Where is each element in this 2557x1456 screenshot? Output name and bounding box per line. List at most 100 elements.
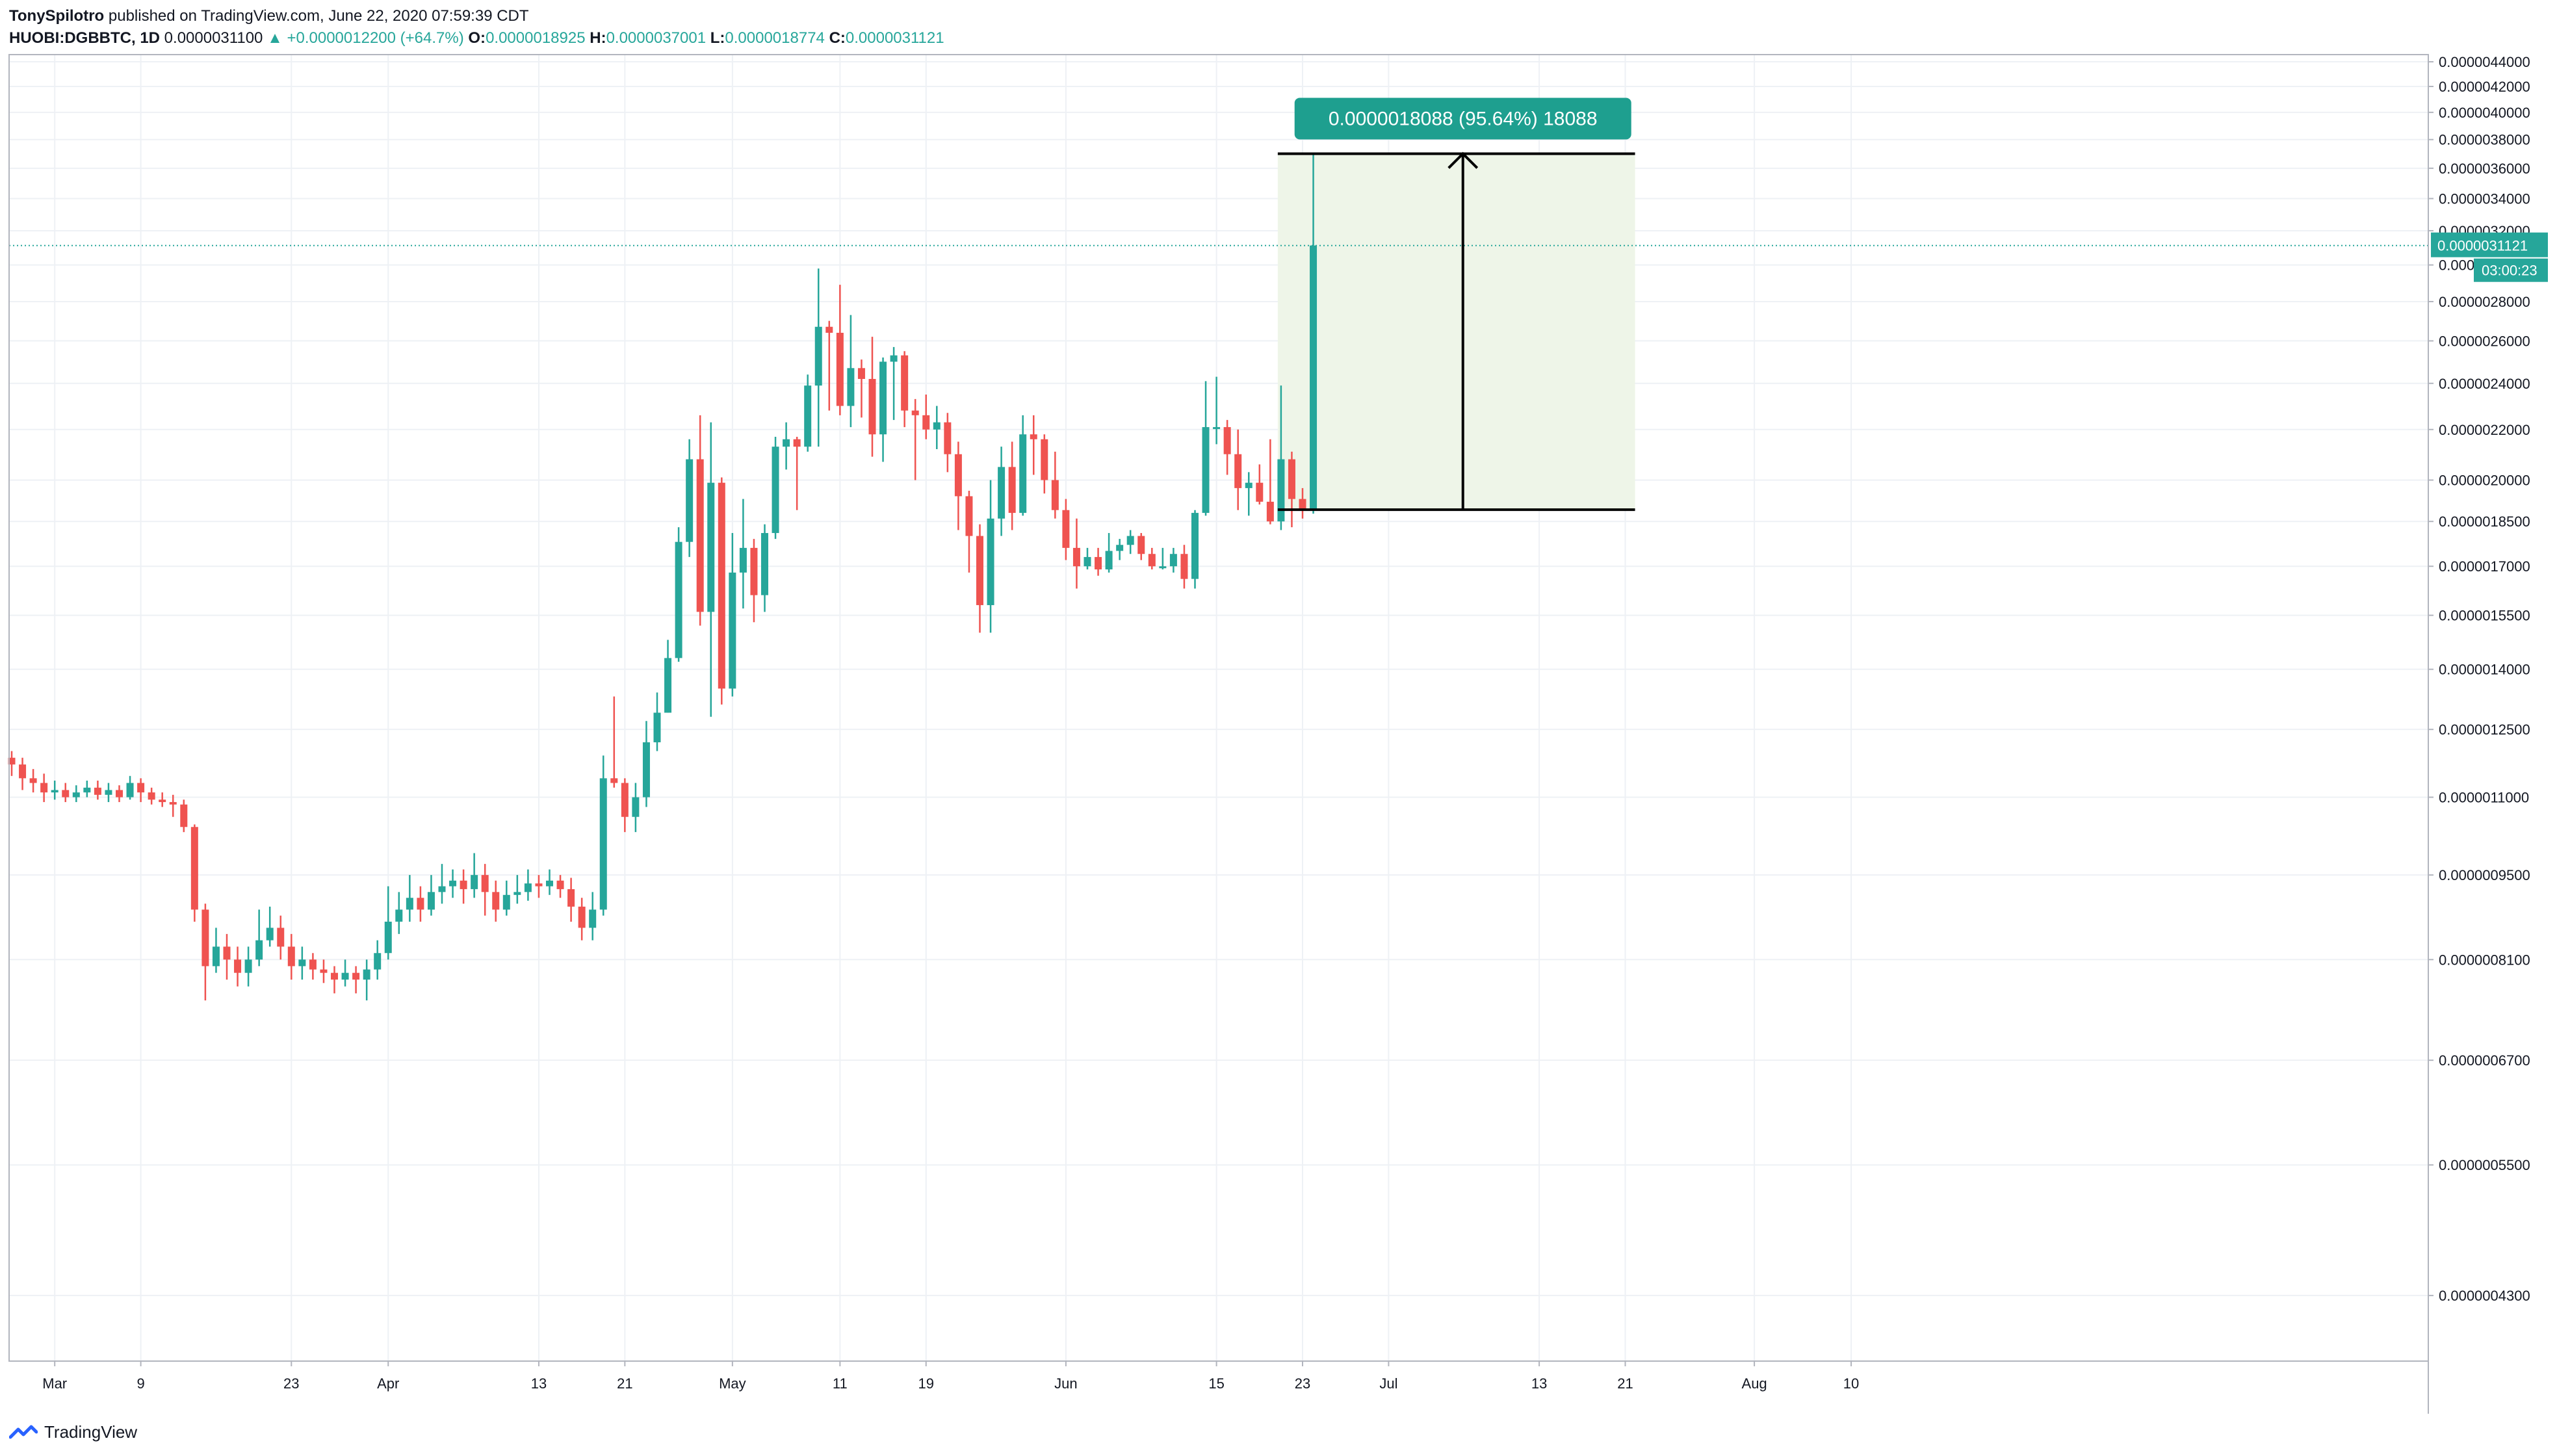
candle-body <box>513 892 521 895</box>
candle-body <box>1234 454 1242 488</box>
candle-body <box>277 928 285 947</box>
candle-body <box>427 892 435 910</box>
candle-body <box>707 482 715 612</box>
measure-range-area[interactable] <box>1277 153 1635 510</box>
candle-body <box>1180 554 1188 579</box>
candle-body <box>341 972 349 980</box>
high-value: 0.0000037001 <box>606 29 707 47</box>
measure-tool[interactable]: 0.0000018088 (95.64%) 18088 <box>1277 98 1635 512</box>
candle-body <box>19 764 27 779</box>
close-value: 0.0000031121 <box>845 29 944 47</box>
candle-body <box>1084 556 1091 567</box>
time-axis[interactable]: Mar 9 23 Apr 13 21 May 11 19 Jun 15 23 Jul 13 21 Aug 10 <box>42 1361 1859 1392</box>
candle-body <box>1299 499 1306 510</box>
x-tick-label: 9 <box>136 1375 144 1392</box>
candle-body <box>1105 551 1113 570</box>
candle-body <box>266 928 274 941</box>
x-tick-label: 13 <box>1531 1375 1547 1392</box>
candle-body <box>976 536 983 605</box>
candle-body <box>772 447 779 534</box>
y-tick-label: 0.0000026000 <box>2439 333 2530 349</box>
candle-body <box>94 787 101 795</box>
candle-body <box>578 906 586 928</box>
candle-body <box>62 790 70 798</box>
candle-body <box>804 385 812 447</box>
candle-body <box>901 355 909 411</box>
footer: TradingView <box>9 1419 137 1445</box>
candle-body <box>729 572 736 689</box>
candle-body <box>169 801 177 805</box>
candle-body <box>1051 480 1059 510</box>
chart-header: TonySpilotro published on TradingView.co… <box>9 5 2089 49</box>
countdown-tag-box <box>2474 258 2548 282</box>
candle-body <box>1126 536 1134 545</box>
footer-brand[interactable]: TradingView <box>44 1422 138 1442</box>
candle-body <box>599 778 607 910</box>
candle-body <box>212 946 220 967</box>
candle-body <box>922 415 930 430</box>
price-tag-value: 0.0000031121 <box>2437 238 2528 254</box>
candle-body <box>298 959 306 967</box>
candle-body <box>1095 556 1102 570</box>
candle-body <box>761 533 768 595</box>
candle-body <box>29 778 37 783</box>
candle-body <box>1288 459 1295 499</box>
candle-body <box>1062 510 1070 548</box>
candle-body <box>546 880 553 887</box>
candle-body <box>965 496 973 536</box>
y-tick-label: 0.0000011000 <box>2439 790 2529 806</box>
candle-body <box>675 541 682 658</box>
candle-body <box>1159 566 1167 569</box>
y-tick-label: 0.0000042000 <box>2439 79 2530 95</box>
y-tick-label: 0.0000006700 <box>2439 1052 2530 1069</box>
candle-body <box>363 969 370 980</box>
candle-body <box>783 439 790 447</box>
candle-body <box>1137 536 1145 554</box>
candle-body <box>126 783 134 798</box>
candle-body <box>1041 439 1048 480</box>
candle-body <box>83 787 91 793</box>
candlestick-chart[interactable]: 0.0000018088 (95.64%) 18088 0.0000044000… <box>0 0 2557 1414</box>
last-price: 0.0000031100 <box>164 29 263 47</box>
price-axis[interactable]: 0.0000044000 0.0000042000 0.0000040000 0.00… <box>2428 54 2530 1304</box>
candle-body <box>621 783 629 817</box>
candle-body <box>471 875 478 889</box>
published-text: published on TradingView.com, June 22, 2… <box>108 7 529 25</box>
author-name[interactable]: TonySpilotro <box>9 7 105 25</box>
x-tick-label: 13 <box>531 1375 547 1392</box>
y-tick-label: 0.0000017000 <box>2439 558 2530 575</box>
candle-body <box>933 422 941 430</box>
candle-body <box>320 969 328 973</box>
y-tick-label: 0.0000005500 <box>2439 1157 2530 1173</box>
candle-body <box>1245 482 1253 488</box>
candle-body <box>793 439 801 447</box>
x-tick-label: 23 <box>283 1375 299 1392</box>
candle-body <box>1191 513 1199 579</box>
candle-body <box>460 880 467 889</box>
candle-body <box>234 959 242 973</box>
candle-body <box>911 410 919 415</box>
y-tick-label: 0.0000015500 <box>2439 608 2530 624</box>
candles[interactable] <box>8 153 1317 1001</box>
candle-body <box>406 898 413 910</box>
candle-body <box>696 459 704 612</box>
candle-body <box>244 959 252 973</box>
y-tick-label: 0.0000024000 <box>2439 376 2530 392</box>
x-tick-label: Aug <box>1742 1375 1767 1392</box>
candle-body <box>954 454 962 497</box>
candle-body <box>890 355 898 362</box>
candle-body <box>201 909 209 967</box>
open-value: 0.0000018925 <box>486 29 586 47</box>
y-tick-label: 0.0000009500 <box>2439 867 2530 883</box>
candle-body <box>223 946 231 960</box>
candle-body <box>8 757 16 765</box>
candle-body <box>384 921 392 954</box>
close-label: C: <box>829 29 846 47</box>
y-tick-label: 0.0000018500 <box>2439 514 2530 530</box>
x-tick-label: Jul <box>1379 1375 1397 1392</box>
high-label: H: <box>590 29 606 47</box>
symbol-interval[interactable]: HUOBI:DGBBTC, 1D <box>9 29 160 47</box>
candle-body <box>449 880 457 887</box>
candle-body <box>567 889 575 907</box>
candle-body <box>40 783 48 793</box>
